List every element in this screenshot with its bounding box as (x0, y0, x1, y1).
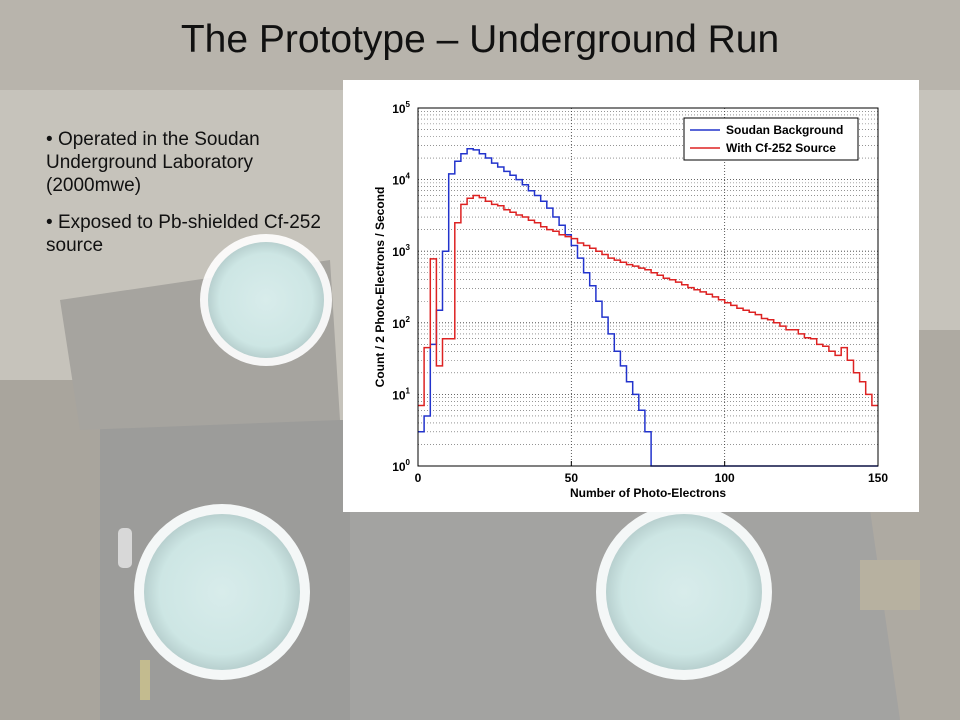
bullet-item: Operated in the Soudan Underground Labor… (46, 128, 336, 197)
legend-box (683, 117, 859, 161)
slide-title: The Prototype – Underground Run (180, 18, 780, 61)
x-tick-label: 100 (715, 471, 735, 485)
y-tick-label: 102 (392, 315, 410, 331)
legend-label: Soudan Background (726, 123, 843, 137)
y-tick-label: 103 (392, 243, 410, 259)
x-axis-label: Number of Photo-Electrons (570, 486, 726, 500)
y-tick-label: 105 (392, 100, 410, 116)
legend-label: With Cf-252 Source (726, 141, 836, 155)
plot-frame (417, 107, 879, 467)
x-tick-label: 0 (415, 471, 422, 485)
x-tick-label: 150 (868, 471, 888, 485)
y-tick-label: 104 (392, 172, 410, 188)
chart-panel: 0 50 100 150 100 101 102 103 104 105 Number of Pho… (343, 80, 919, 512)
y-tick-label: 100 (392, 458, 410, 474)
bullet-list: Operated in the Soudan Underground Labor… (46, 128, 336, 271)
histogram-chart: 0 50 100 150 100 101 102 103 104 105 Number of Pho… (373, 100, 888, 500)
bullet-item: Exposed to Pb-shielded Cf-252 source (46, 211, 336, 257)
series-line-1 (418, 194, 878, 407)
y-axis-label: Count / 2 Photo-Electrons / Second (373, 187, 387, 388)
series-line-0 (418, 147, 878, 467)
x-tick-label: 50 (565, 471, 579, 485)
y-tick-label: 101 (392, 386, 410, 402)
